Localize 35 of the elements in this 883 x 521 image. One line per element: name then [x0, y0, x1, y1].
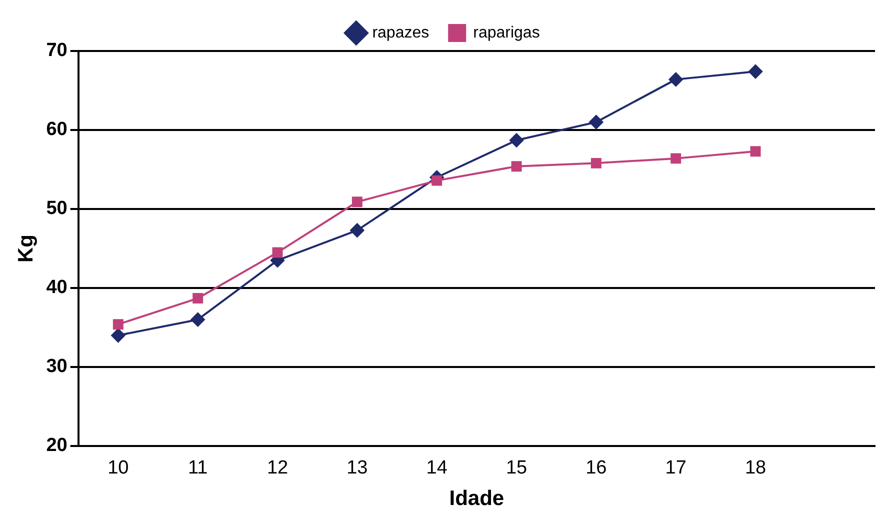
- x-tick-label: 16: [586, 458, 607, 479]
- x-tick-label: 11: [188, 458, 208, 479]
- y-axis-title: Kg: [14, 234, 38, 262]
- x-tick-label: 15: [506, 458, 528, 479]
- point: [192, 293, 204, 304]
- point: [510, 133, 524, 148]
- legend-label: rapazes: [372, 24, 430, 42]
- x-tick-label: 10: [108, 458, 129, 479]
- x-tick-label: 14: [426, 458, 448, 479]
- point: [112, 319, 124, 330]
- y-tick-label: 30: [46, 356, 68, 378]
- x-tick-label: 13: [346, 458, 368, 479]
- point: [190, 312, 205, 327]
- point: [350, 223, 364, 238]
- y-tick-label: 50: [46, 198, 68, 220]
- point: [750, 146, 761, 157]
- x-tick-label: 17: [665, 458, 686, 479]
- x-axis-title: Idade: [449, 487, 504, 510]
- x-tick-label: 12: [266, 458, 288, 479]
- point: [272, 247, 283, 258]
- y-tick-label: 40: [46, 277, 68, 298]
- x-tick-label: 18: [744, 458, 766, 479]
- point: [352, 196, 362, 208]
- legend-label: raparigas: [473, 24, 540, 42]
- point: [432, 175, 442, 186]
- point: [589, 115, 604, 130]
- y-tick-label: 20: [46, 435, 68, 456]
- point: [590, 158, 602, 168]
- point: [511, 161, 522, 172]
- point: [670, 153, 682, 164]
- point: [748, 64, 762, 79]
- point: [668, 72, 683, 86]
- y-tick-label: 70: [46, 40, 68, 62]
- y-tick-label: 60: [46, 119, 68, 140]
- point: [111, 328, 126, 342]
